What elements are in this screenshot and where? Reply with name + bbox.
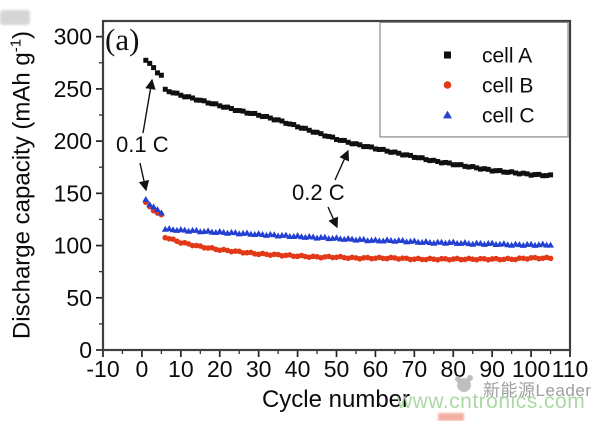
svg-text:200: 200 — [54, 128, 92, 154]
bottom-smudge — [438, 413, 464, 421]
series-cell-C — [142, 196, 555, 248]
legend-item-cell-C: cell C — [443, 105, 535, 128]
svg-text:cell A: cell A — [482, 45, 532, 68]
watermark-logo — [455, 375, 473, 392]
annotation-rate-0-2C: 0.2 C — [292, 180, 345, 205]
legend-item-cell-B: cell B — [443, 75, 533, 98]
annotation-rate-0-1C: 0.1 C — [116, 132, 169, 157]
annotation-arrows — [138, 78, 350, 229]
series-cell-A — [143, 57, 554, 179]
svg-text:40: 40 — [285, 356, 311, 382]
svg-text:110: 110 — [552, 356, 589, 382]
svg-text:0: 0 — [136, 356, 149, 382]
svg-text:20: 20 — [207, 356, 233, 382]
svg-text:10: 10 — [168, 356, 194, 382]
svg-text:150: 150 — [54, 180, 92, 206]
y-tick-labels: 0 50 100 150 200 250 300 — [54, 24, 92, 363]
plot-border — [101, 19, 572, 352]
y-axis-title-close: ) — [8, 30, 36, 39]
svg-text:90: 90 — [479, 356, 505, 382]
y-axis-title-text: Discharge capacity (mAh g — [8, 52, 36, 340]
legend: cell A cell B cell C — [379, 21, 569, 138]
svg-text:300: 300 — [54, 24, 92, 50]
svg-text:30: 30 — [246, 356, 272, 382]
svg-text:-10: -10 — [86, 356, 119, 382]
y-axis-title-superscript: -1 — [7, 38, 25, 53]
svg-text:250: 250 — [54, 76, 92, 102]
series-cell-B — [143, 199, 554, 263]
legend-item-cell-A: cell A — [444, 45, 532, 68]
x-tick-labels: -10 0 10 20 30 40 50 60 70 80 90 100 110 — [86, 356, 588, 382]
panel-label: (a) — [105, 22, 140, 57]
svg-text:100: 100 — [54, 233, 92, 259]
x-axis-title: Cycle number — [261, 386, 411, 413]
y-axis-title: Discharge capacity (mAh g-1) — [8, 31, 37, 339]
corner-smudge — [0, 10, 30, 25]
svg-text:60: 60 — [363, 356, 389, 382]
svg-text:70: 70 — [402, 356, 428, 382]
svg-text:0: 0 — [79, 337, 92, 363]
svg-text:100: 100 — [512, 356, 550, 382]
svg-text:cell C: cell C — [482, 105, 535, 128]
svg-text:80: 80 — [440, 356, 466, 382]
svg-text:cell B: cell B — [482, 75, 533, 98]
svg-text:50: 50 — [66, 285, 92, 311]
svg-text:50: 50 — [324, 356, 350, 382]
data-series — [142, 57, 555, 263]
watermark-url: www.cntronics.com — [397, 390, 586, 413]
watermark-brand: 新能源Leader — [483, 381, 592, 400]
